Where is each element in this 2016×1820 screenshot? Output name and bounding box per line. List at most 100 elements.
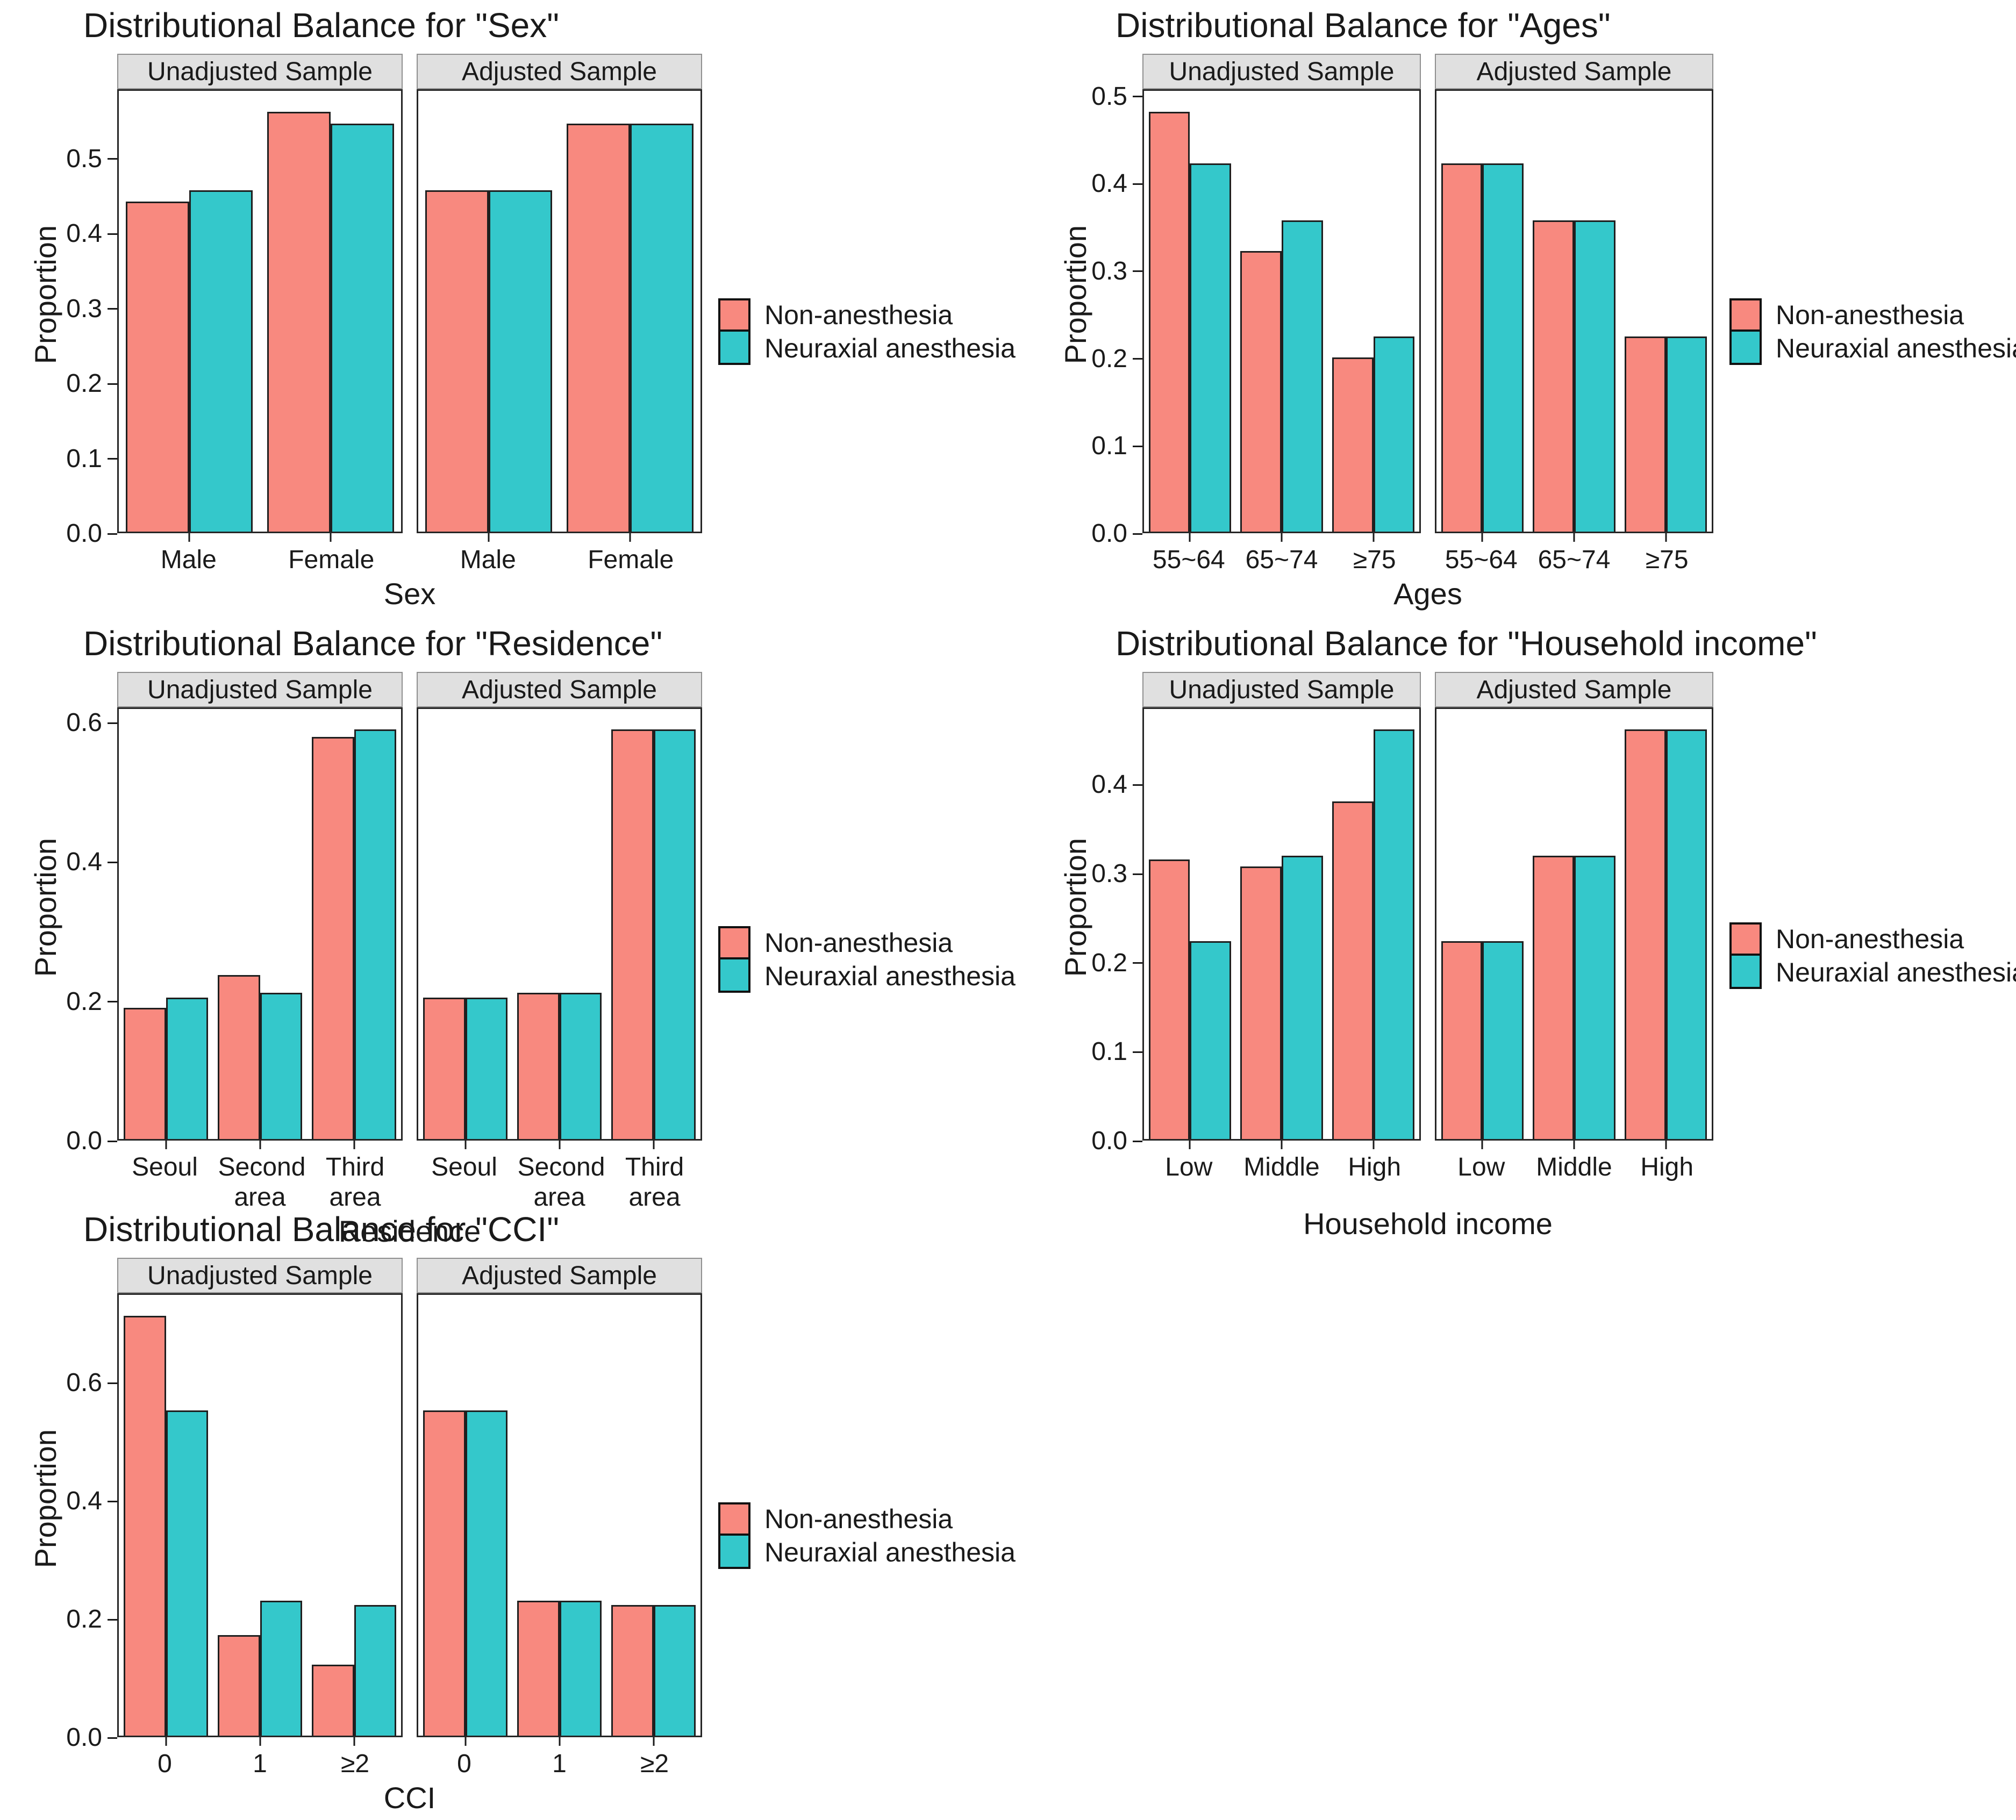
- bar-non-anesthesia: [611, 1604, 654, 1736]
- x-tick-mark: [259, 1141, 261, 1149]
- legend-item: Neuraxial anesthesia: [718, 1536, 1016, 1569]
- x-category-label-text: 0: [457, 1750, 471, 1778]
- plot-area: 0.0 0.1 0.2 0.3 0.4 Unadjusted Sample Low Middl…: [1089, 672, 1713, 1239]
- y-tick-mark: [108, 1382, 117, 1384]
- facet-strip: Adjusted Sample: [1435, 54, 1713, 89]
- bar-non-anesthesia: [217, 975, 260, 1139]
- y-tick-mark: [108, 308, 117, 310]
- bar-non-anesthesia: [311, 736, 354, 1139]
- y-tick-label: 0.5: [1091, 82, 1127, 111]
- bar-neuraxial-anesthesia: [1665, 336, 1707, 532]
- facet-strip-label: Unadjusted Sample: [147, 675, 373, 704]
- facets: Unadjusted Sample 55~64 65~74 ≥75 Adjusted S…: [1142, 54, 1713, 575]
- legend-label: Neuraxial anesthesia: [764, 1537, 1016, 1567]
- y-axis-title-text: Proportion: [28, 837, 62, 977]
- chart-body: Proportion 0.0 0.2 0.4 0.6 Unadjusted Sample 0…: [28, 1258, 1016, 1814]
- legend: Non-anesthesia Neuraxial anesthesia: [1729, 922, 2016, 989]
- legend-item: Non-anesthesia: [718, 926, 1016, 959]
- bar-neuraxial-anesthesia: [1282, 856, 1323, 1139]
- y-tick-mark: [1133, 1140, 1142, 1142]
- x-category-label: Third area: [607, 1152, 702, 1213]
- y-tick-mark: [1133, 873, 1142, 875]
- x-category-label-text: 65~74: [1538, 546, 1611, 574]
- bar-non-anesthesia: [123, 1316, 166, 1736]
- facets-row: 0.0 0.2 0.4 0.6 Unadjusted Sample Seoul Second…: [61, 672, 702, 1213]
- facets-row: 0.0 0.2 0.4 0.6 Unadjusted Sample 0 1 ≥2 Adjuste…: [61, 1258, 702, 1779]
- y-tick-label: 0.4: [66, 848, 102, 877]
- y-axis: 0.0 0.1 0.2 0.3 0.4: [1089, 711, 1142, 1154]
- bar-non-anesthesia: [1533, 856, 1574, 1139]
- bar-non-anesthesia: [1332, 357, 1374, 532]
- x-category-label-text: Third area: [625, 1153, 684, 1212]
- x-axis-title-text: Ages: [1393, 577, 1462, 611]
- x-tick-mark: [464, 1737, 466, 1746]
- x-category-label-text: 0: [158, 1750, 172, 1778]
- y-axis-title-text: Proportion: [1058, 837, 1092, 977]
- x-category-label-text: High: [1348, 1153, 1402, 1181]
- x-category-label: Female: [260, 545, 403, 575]
- y-tick-label: 0.2: [1091, 344, 1127, 373]
- facet-strip-label: Adjusted Sample: [1476, 57, 1672, 86]
- y-tick-mark: [108, 722, 117, 724]
- facet-strip-label: Adjusted Sample: [462, 1261, 657, 1290]
- x-axis: 55~64 65~74 ≥75: [1142, 533, 1421, 575]
- x-tick-mark: [1573, 533, 1575, 542]
- bar-neuraxial-anesthesia: [1373, 336, 1415, 532]
- y-tick-mark: [108, 1140, 117, 1142]
- x-category-label: Middle: [1528, 1152, 1621, 1183]
- bar-non-anesthesia: [126, 202, 190, 532]
- x-axis: Low Middle High: [1435, 1141, 1713, 1183]
- chart-title: Distributional Balance for "Residence": [83, 624, 663, 663]
- bar-neuraxial-anesthesia: [465, 997, 508, 1139]
- bar-non-anesthesia: [1441, 941, 1483, 1139]
- chart-body: Proportion 0.0 0.2 0.4 0.6 Unadjusted Sample S…: [28, 672, 1016, 1247]
- facet-unadjusted: Unadjusted Sample Male Female: [117, 54, 403, 575]
- y-tick-label: 0.2: [66, 1605, 102, 1634]
- y-axis-title-text: Proportion: [28, 1429, 62, 1568]
- y-tick-label: 0.0: [66, 1723, 102, 1752]
- x-category-label: 55~64: [1142, 545, 1235, 575]
- y-axis: 0.0 0.1 0.2 0.3 0.4 0.5: [1089, 83, 1142, 547]
- legend-label: Neuraxial anesthesia: [1776, 957, 2016, 987]
- x-category-label: Male: [417, 545, 560, 575]
- x-tick-mark: [353, 1737, 355, 1746]
- x-category-label-text: Female: [288, 546, 375, 574]
- x-tick-mark: [1372, 1141, 1375, 1149]
- y-tick-label: 0.1: [66, 444, 102, 473]
- x-tick-mark: [1372, 533, 1375, 542]
- y-tick-mark: [108, 1500, 117, 1502]
- legend-label: Non-anesthesia: [1776, 924, 1964, 954]
- x-axis: Male Female: [117, 533, 403, 575]
- legend-swatch-neuraxial-anesthesia: [718, 1536, 750, 1569]
- y-tick-mark: [1133, 183, 1142, 185]
- bar-neuraxial-anesthesia: [653, 729, 696, 1139]
- y-tick-mark: [108, 1001, 117, 1003]
- facet-unadjusted: Unadjusted Sample 55~64 65~74 ≥75: [1142, 54, 1421, 575]
- x-category-label: ≥75: [1620, 545, 1713, 575]
- x-tick-mark: [559, 1141, 560, 1149]
- y-tick-mark: [108, 458, 117, 460]
- y-tick-mark: [1133, 962, 1142, 964]
- legend-item: Non-anesthesia: [718, 1502, 1016, 1536]
- bar-non-anesthesia: [423, 997, 466, 1139]
- facet-strip-label: Adjusted Sample: [462, 675, 657, 704]
- y-tick-mark: [108, 158, 117, 160]
- x-category-label: 55~64: [1435, 545, 1528, 575]
- x-category-label: ≥75: [1328, 545, 1421, 575]
- y-tick-mark: [1133, 445, 1142, 447]
- x-category-label-text: Male: [460, 546, 516, 574]
- legend-swatch-neuraxial-anesthesia: [1729, 956, 1762, 989]
- facets-row: 0.0 0.1 0.2 0.3 0.4 0.5 Unadjusted Sample Male F…: [61, 54, 702, 575]
- x-tick-mark: [1481, 1141, 1483, 1149]
- bar-neuraxial-anesthesia: [1665, 729, 1707, 1139]
- bar-non-anesthesia: [1148, 112, 1190, 532]
- facet-unadjusted: Unadjusted Sample Seoul Second area Third a…: [117, 672, 403, 1213]
- legend-item: Neuraxial anesthesia: [718, 959, 1016, 993]
- y-axis-title: Proportion: [1059, 54, 1092, 535]
- facet-strip: Adjusted Sample: [1435, 672, 1713, 707]
- legend-item: Non-anesthesia: [718, 298, 1016, 332]
- facet-strip-label: Unadjusted Sample: [1169, 57, 1395, 86]
- x-category-label: High: [1328, 1152, 1421, 1183]
- facet-strip: Unadjusted Sample: [117, 672, 403, 707]
